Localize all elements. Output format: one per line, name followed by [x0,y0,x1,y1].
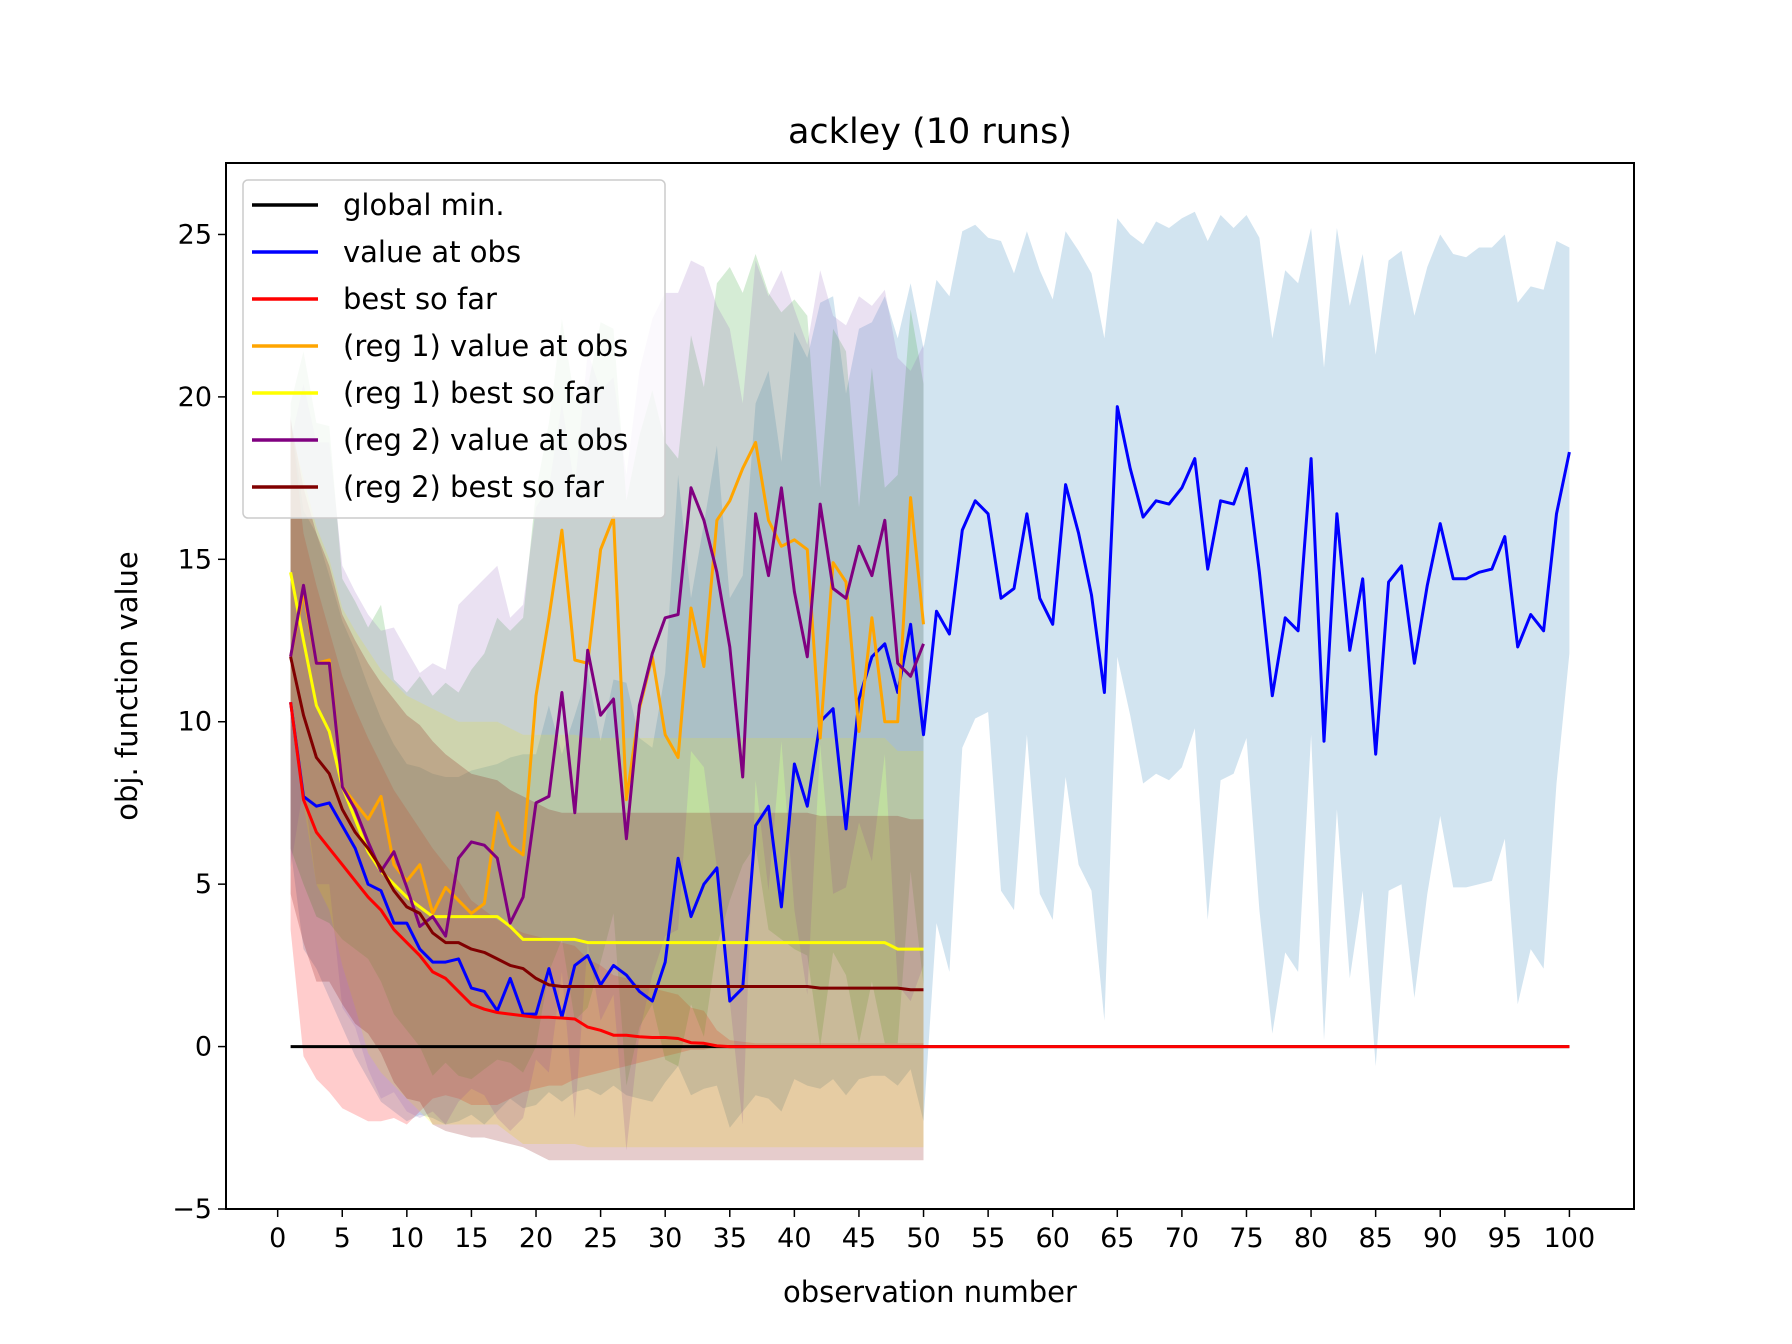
x-tick-label: 65 [1100,1223,1134,1254]
x-axis-label: observation number [783,1275,1077,1309]
x-tick-label: 35 [713,1223,747,1254]
legend-box [242,179,666,519]
x-tick-label: 15 [454,1223,488,1254]
x-tick-label: 70 [1165,1223,1199,1254]
y-tick-label: 10 [178,707,212,738]
band-reg-1-value-at-obs [290,254,924,1086]
band-best-so-far [290,416,924,1125]
legend-label-reg-1-best-so-far: (reg 1) best so far [343,376,604,410]
legend: global min. value at obs best so far (reg 1… [242,179,666,519]
x-tick-label: 60 [1036,1223,1070,1254]
plot-frame [225,162,1635,1210]
line-reg-1-best-so-far [289,572,924,951]
x-tick-label: 5 [334,1223,351,1254]
line-reg-1-value-at-obs [289,440,925,915]
y-tick-label: 25 [178,219,212,250]
line-value-at-obs [289,405,1571,1019]
y-tick-label: −5 [172,1194,212,1225]
legend-label-value-at-obs: value at obs [343,235,521,269]
x-tick-label: 40 [777,1223,811,1254]
x-tick-label: 90 [1423,1223,1457,1254]
legend-label-reg-2-best-so-far: (reg 2) best so far [343,470,604,504]
x-tick-label: 100 [1544,1223,1596,1254]
x-tick-label: 85 [1358,1223,1392,1254]
x-tick-label: 55 [971,1223,1005,1254]
legend-label-global-min: global min. [343,188,505,222]
x-tick-label: 20 [519,1223,553,1254]
chart-title: ackley (10 runs) [788,112,1072,152]
band-reg-2-best-so-far [290,419,924,1161]
y-tick-label: 5 [195,869,212,900]
y-tick-label: 15 [178,544,212,575]
x-tick-label: 95 [1488,1223,1522,1254]
x-axis-ticks: 0 5 10 15 20 25 30 35 40 45 50 55 60 65 70 75 80 85 90 95 10… [269,1209,1595,1254]
band-reg-1-best-so-far [290,429,924,1148]
series-lines [289,405,1571,1049]
legend-label-reg-1-value-at-obs: (reg 1) value at obs [343,329,628,363]
x-tick-label: 10 [390,1223,424,1254]
legend-label-best-so-far: best so far [343,282,497,316]
x-tick-label: 25 [583,1223,617,1254]
y-axis-label: obj. function value [110,551,144,821]
line-best-so-far [289,702,1570,1049]
y-tick-label: 20 [178,382,212,413]
legend-label-reg-2-value-at-obs: (reg 2) value at obs [343,423,628,457]
x-tick-label: 80 [1294,1223,1328,1254]
x-tick-label: 50 [906,1223,940,1254]
x-tick-label: 45 [842,1223,876,1254]
x-tick-label: 0 [269,1223,286,1254]
y-tick-label: 0 [195,1032,212,1063]
line-reg-2-best-so-far [289,656,924,992]
x-tick-label: 30 [648,1223,682,1254]
x-tick-label: 75 [1229,1223,1263,1254]
y-axis-ticks: −5 0 5 10 15 20 25 [172,219,226,1225]
line-reg-2-value-at-obs [289,486,925,938]
